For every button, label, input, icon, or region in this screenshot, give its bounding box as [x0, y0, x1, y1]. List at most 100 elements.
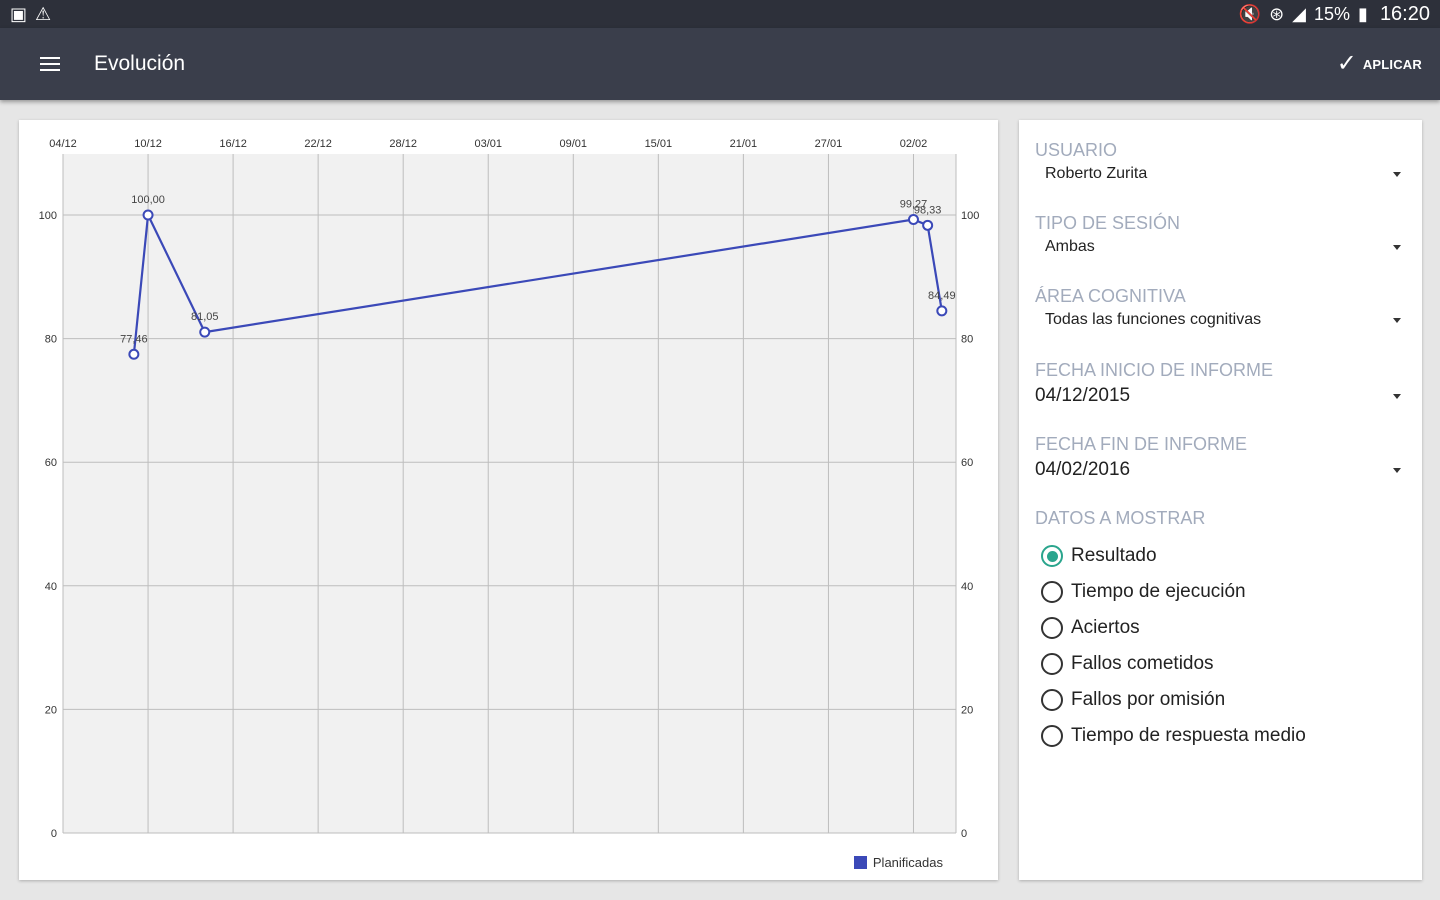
x-tick-label: 04/12 [49, 138, 77, 150]
battery-icon: ▮ [1358, 4, 1368, 24]
apply-label: APLICAR [1362, 56, 1422, 72]
x-tick-label: 03/01 [474, 138, 502, 150]
fecha-fin-label: FECHA FIN DE INFORME [1035, 434, 1248, 454]
usuario-value: Roberto Zurita [1045, 165, 1148, 182]
radio-unchecked-icon[interactable] [1041, 653, 1063, 675]
legend-swatch [853, 856, 867, 869]
data-label: 84,49 [928, 290, 956, 302]
fecha-fin-select[interactable]: 04/02/2016 [1035, 459, 1409, 481]
fecha-fin-value: 04/02/2016 [1035, 459, 1131, 480]
radio-option[interactable]: Tiempo de respuesta medio [1041, 718, 1306, 754]
chart-card: 04/12 10/12 16/12 22/12 28/12 03/01 09/01 15/01… [19, 120, 998, 880]
menu-icon [40, 57, 60, 59]
tipo-sesion-field: TIPO DE SESIÓN Ambas [1035, 213, 1409, 256]
datos-radio-group: Resultado Tiempo de ejecución Aciertos Fall… [1041, 538, 1306, 754]
x-tick-label: 16/12 [219, 138, 247, 150]
fecha-inicio-select[interactable]: 04/12/2015 [1035, 385, 1409, 407]
y-tick-label-left: 20 [45, 704, 57, 716]
radio-label: Tiempo de respuesta medio [1071, 725, 1306, 746]
y-tick-label-left: 60 [45, 457, 57, 469]
radio-unchecked-icon[interactable] [1041, 725, 1063, 747]
apply-button[interactable]: ✓ APLICAR [1337, 48, 1422, 80]
page-title: Evolución [94, 52, 186, 75]
tipo-sesion-select[interactable]: Ambas [1035, 238, 1409, 256]
status-left: ▣ ⚠ [10, 0, 51, 28]
mute-icon: 🔇 [1238, 4, 1262, 24]
radio-option[interactable]: Aciertos [1041, 610, 1306, 646]
y-tick-label-right: 80 [961, 334, 973, 346]
caret-down-icon [1393, 393, 1401, 399]
plot-area [63, 154, 956, 833]
x-tick-label: 27/01 [815, 138, 843, 150]
y-tick-label-left: 0 [51, 828, 57, 840]
series-line [132, 211, 943, 355]
x-tick-label: 02/02 [900, 138, 928, 150]
chart-legend: Planificadas [853, 855, 943, 870]
x-tick-label: 10/12 [134, 138, 162, 150]
clock: 16:20 [1379, 2, 1430, 25]
caret-down-icon [1393, 244, 1401, 250]
data-point [922, 219, 934, 231]
y-tick-label-right: 40 [961, 581, 973, 593]
usuario-select[interactable]: Roberto Zurita [1035, 165, 1409, 183]
x-tick-label: 22/12 [304, 138, 332, 150]
image-icon: ▣ [10, 4, 28, 24]
x-tick-label: 28/12 [389, 138, 417, 150]
status-right: 🔇 ⊛ ◢ 15% ▮ 16:20 [1239, 0, 1430, 28]
data-point [199, 326, 211, 338]
x-tick-label: 15/01 [645, 138, 673, 150]
data-label: 100,00 [131, 194, 165, 206]
warning-icon: ⚠ [35, 4, 52, 24]
data-point [936, 305, 948, 317]
caret-down-icon [1393, 171, 1401, 177]
radio-label: Fallos cometidos [1071, 653, 1214, 674]
y-tick-label-left: 80 [45, 334, 57, 346]
y-tick-label-right: 0 [961, 828, 967, 840]
y-tick-label-right: 20 [961, 704, 973, 716]
radio-unchecked-icon[interactable] [1041, 581, 1063, 603]
menu-icon [40, 63, 60, 65]
data-point [907, 214, 919, 226]
data-label: 99,27 [900, 199, 928, 211]
radio-unchecked-icon[interactable] [1041, 617, 1063, 639]
radio-label: Fallos por omisión [1071, 689, 1226, 710]
y-tick-label-right: 60 [961, 457, 973, 469]
check-icon: ✓ [1336, 50, 1357, 77]
radio-option[interactable]: Fallos cometidos [1041, 646, 1306, 682]
caret-down-icon [1393, 317, 1401, 323]
area-cognitiva-label: ÁREA COGNITIVA [1035, 286, 1186, 306]
app-bar: Evolución ✓ APLICAR [0, 28, 1440, 100]
data-point [128, 348, 140, 360]
menu-button[interactable] [30, 44, 70, 84]
fecha-fin-field: FECHA FIN DE INFORME 04/02/2016 [1035, 434, 1409, 481]
tipo-sesion-label: TIPO DE SESIÓN [1035, 213, 1181, 233]
datos-field: DATOS A MOSTRAR [1035, 508, 1409, 529]
radio-unchecked-icon[interactable] [1041, 689, 1063, 711]
legend-label: Planificadas [872, 855, 943, 870]
caret-down-icon [1393, 467, 1401, 473]
radio-label: Aciertos [1071, 617, 1140, 638]
area-cognitiva-field: ÁREA COGNITIVA Todas las funciones cogni… [1035, 286, 1409, 329]
radio-option[interactable]: Tiempo de ejecución [1041, 574, 1306, 610]
data-point [142, 209, 154, 221]
data-label: 81,05 [191, 311, 219, 323]
radio-option[interactable]: Fallos por omisión [1041, 682, 1306, 718]
radio-checked-icon[interactable] [1041, 545, 1063, 567]
fecha-inicio-label: FECHA INICIO DE INFORME [1035, 360, 1274, 380]
radio-label: Resultado [1071, 545, 1157, 566]
area-cognitiva-select[interactable]: Todas las funciones cognitivas [1035, 311, 1409, 329]
status-bar: ▣ ⚠ 🔇 ⊛ ◢ 15% ▮ 16:20 [0, 0, 1440, 28]
data-label: 98,33 [914, 204, 942, 216]
y-tick-label-right: 100 [961, 210, 979, 222]
radio-option[interactable]: Resultado [1041, 538, 1306, 574]
menu-icon [40, 69, 60, 71]
fecha-inicio-field: FECHA INICIO DE INFORME 04/12/2015 [1035, 360, 1409, 407]
battery-level: 15% [1314, 3, 1351, 24]
area-cognitiva-value: Todas las funciones cognitivas [1045, 311, 1262, 328]
usuario-label: USUARIO [1035, 140, 1118, 160]
tipo-sesion-value: Ambas [1045, 238, 1095, 255]
datos-label: DATOS A MOSTRAR [1035, 508, 1206, 528]
filter-panel: USUARIO Roberto Zurita TIPO DE SESIÓN Am… [1019, 120, 1422, 880]
evolution-chart: 04/12 10/12 16/12 22/12 28/12 03/01 09/01 15/01… [39, 138, 980, 840]
wifi-icon: ⊛ [1269, 4, 1285, 24]
